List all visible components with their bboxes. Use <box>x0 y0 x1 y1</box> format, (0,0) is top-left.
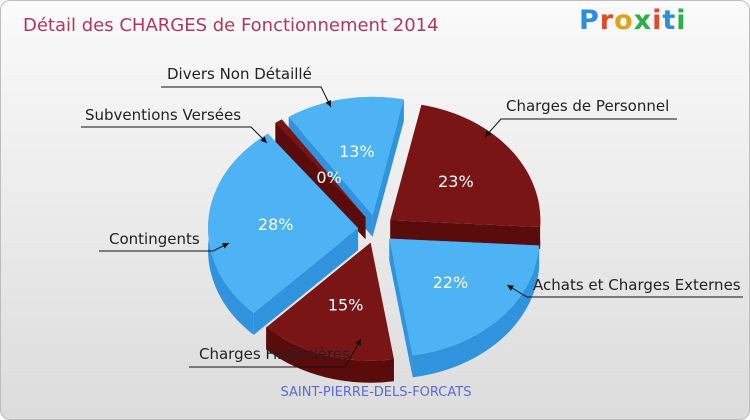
pct-label: 23% <box>438 172 474 191</box>
pct-label: 15% <box>328 296 364 315</box>
pie-slice-subventions-vers-es <box>275 119 366 218</box>
pct-label: 28% <box>258 215 294 234</box>
chart-title: Détail des CHARGES de Fonctionnement 201… <box>23 15 439 36</box>
slice-wall <box>372 99 404 237</box>
category-label: Charges de Personnel <box>506 97 669 115</box>
leader-arrow <box>485 130 492 137</box>
leader-arrow <box>260 136 267 143</box>
leader-line <box>161 86 332 108</box>
category-label: Achats et Charges Externes <box>533 276 741 294</box>
pct-label: 22% <box>433 273 469 292</box>
category-label: Charges Financières <box>199 345 350 363</box>
proxiti-logo: Proxiti <box>579 5 687 36</box>
leader-arrow <box>222 243 229 249</box>
category-label: Divers Non Détaillé <box>167 65 312 83</box>
pct-label: 0% <box>316 168 341 187</box>
pct-label: 13% <box>339 142 375 161</box>
slice-wall <box>389 238 413 378</box>
leader-line <box>189 338 362 368</box>
commune-name: SAINT-PIERRE-DELS-FORCATS <box>280 385 472 400</box>
pie-slice-divers-non-d-taill- <box>288 96 404 215</box>
slice-wall <box>253 228 359 335</box>
slice-side-achats-et-charges-externes <box>412 245 540 378</box>
pie-slice-charges-financi-res <box>266 242 394 361</box>
leader-line <box>506 284 743 298</box>
pie-slice-contingents <box>208 133 359 313</box>
category-label: Subventions Versées <box>85 106 241 124</box>
pie-slice-achats-et-charges-externes <box>389 238 540 356</box>
leader-line <box>484 118 677 138</box>
category-label: Contingents <box>109 230 200 248</box>
leader-arrow <box>355 339 361 346</box>
slice-side-charges-financi-res <box>266 327 394 383</box>
pie-slice-charges-de-personnel <box>390 104 541 228</box>
leader-arrow <box>507 285 514 291</box>
leader-arrow <box>325 100 331 107</box>
leader-line <box>81 126 268 144</box>
